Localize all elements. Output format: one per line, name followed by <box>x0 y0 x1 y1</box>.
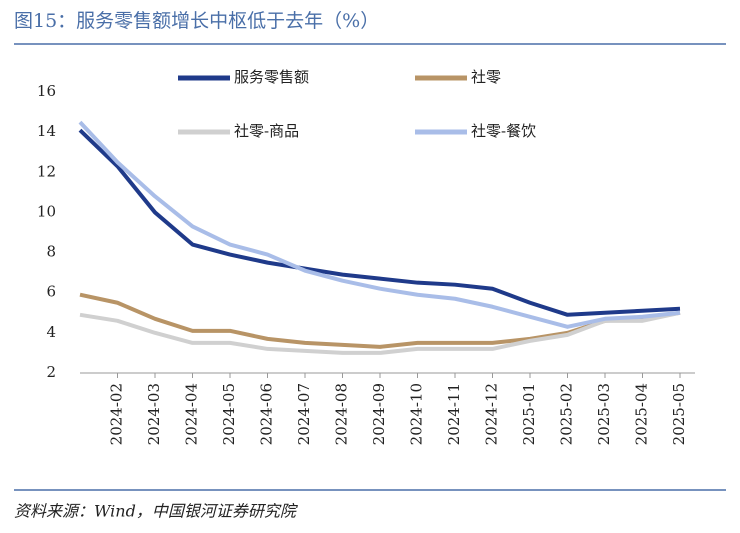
series-line <box>79 310 681 355</box>
x-tick-label: 2024-06 <box>258 383 276 445</box>
y-tick-label: 4 <box>46 323 56 341</box>
legend-label: 社零 <box>471 68 501 86</box>
legend-label: 服务零售额 <box>234 68 309 86</box>
source: 资料来源：Wind，中国银河证券研究院 <box>14 502 299 521</box>
legend-label: 社零-餐饮 <box>471 122 536 140</box>
x-tick-label: 2024-08 <box>333 383 351 445</box>
x-tick-label: 2025-02 <box>558 383 576 445</box>
y-tick-label: 10 <box>37 202 56 220</box>
chart-title: 图15：服务零售额增长中枢低于去年（%） <box>14 10 379 32</box>
x-tick-label: 2025-04 <box>633 383 651 445</box>
x-tick-label: 2024-10 <box>408 383 426 445</box>
x-tick-label: 2025-01 <box>520 383 538 445</box>
y-tick-label: 8 <box>46 243 56 261</box>
series-line <box>78 128 681 317</box>
x-tick-label: 2024-07 <box>295 383 313 445</box>
y-tick-label: 6 <box>46 283 56 301</box>
y-tick-label: 2 <box>46 363 56 381</box>
x-tick-label: 2025-03 <box>595 383 613 445</box>
x-tick-label: 2024-09 <box>370 383 388 445</box>
x-tick-label: 2024-04 <box>183 383 201 445</box>
x-tick-label: 2025-05 <box>670 383 688 445</box>
y-tick-label: 16 <box>37 82 56 100</box>
x-tick-label: 2024-11 <box>445 383 463 445</box>
x-tick-label: 2024-12 <box>483 383 501 445</box>
y-tick-label: 14 <box>37 122 56 140</box>
x-tick-label: 2024-03 <box>145 383 163 445</box>
y-tick-label: 12 <box>37 162 56 180</box>
legend-label: 社零-商品 <box>234 122 299 140</box>
x-tick-label: 2024-02 <box>108 383 126 445</box>
x-tick-label: 2024-05 <box>220 383 238 445</box>
series-line <box>78 120 681 329</box>
